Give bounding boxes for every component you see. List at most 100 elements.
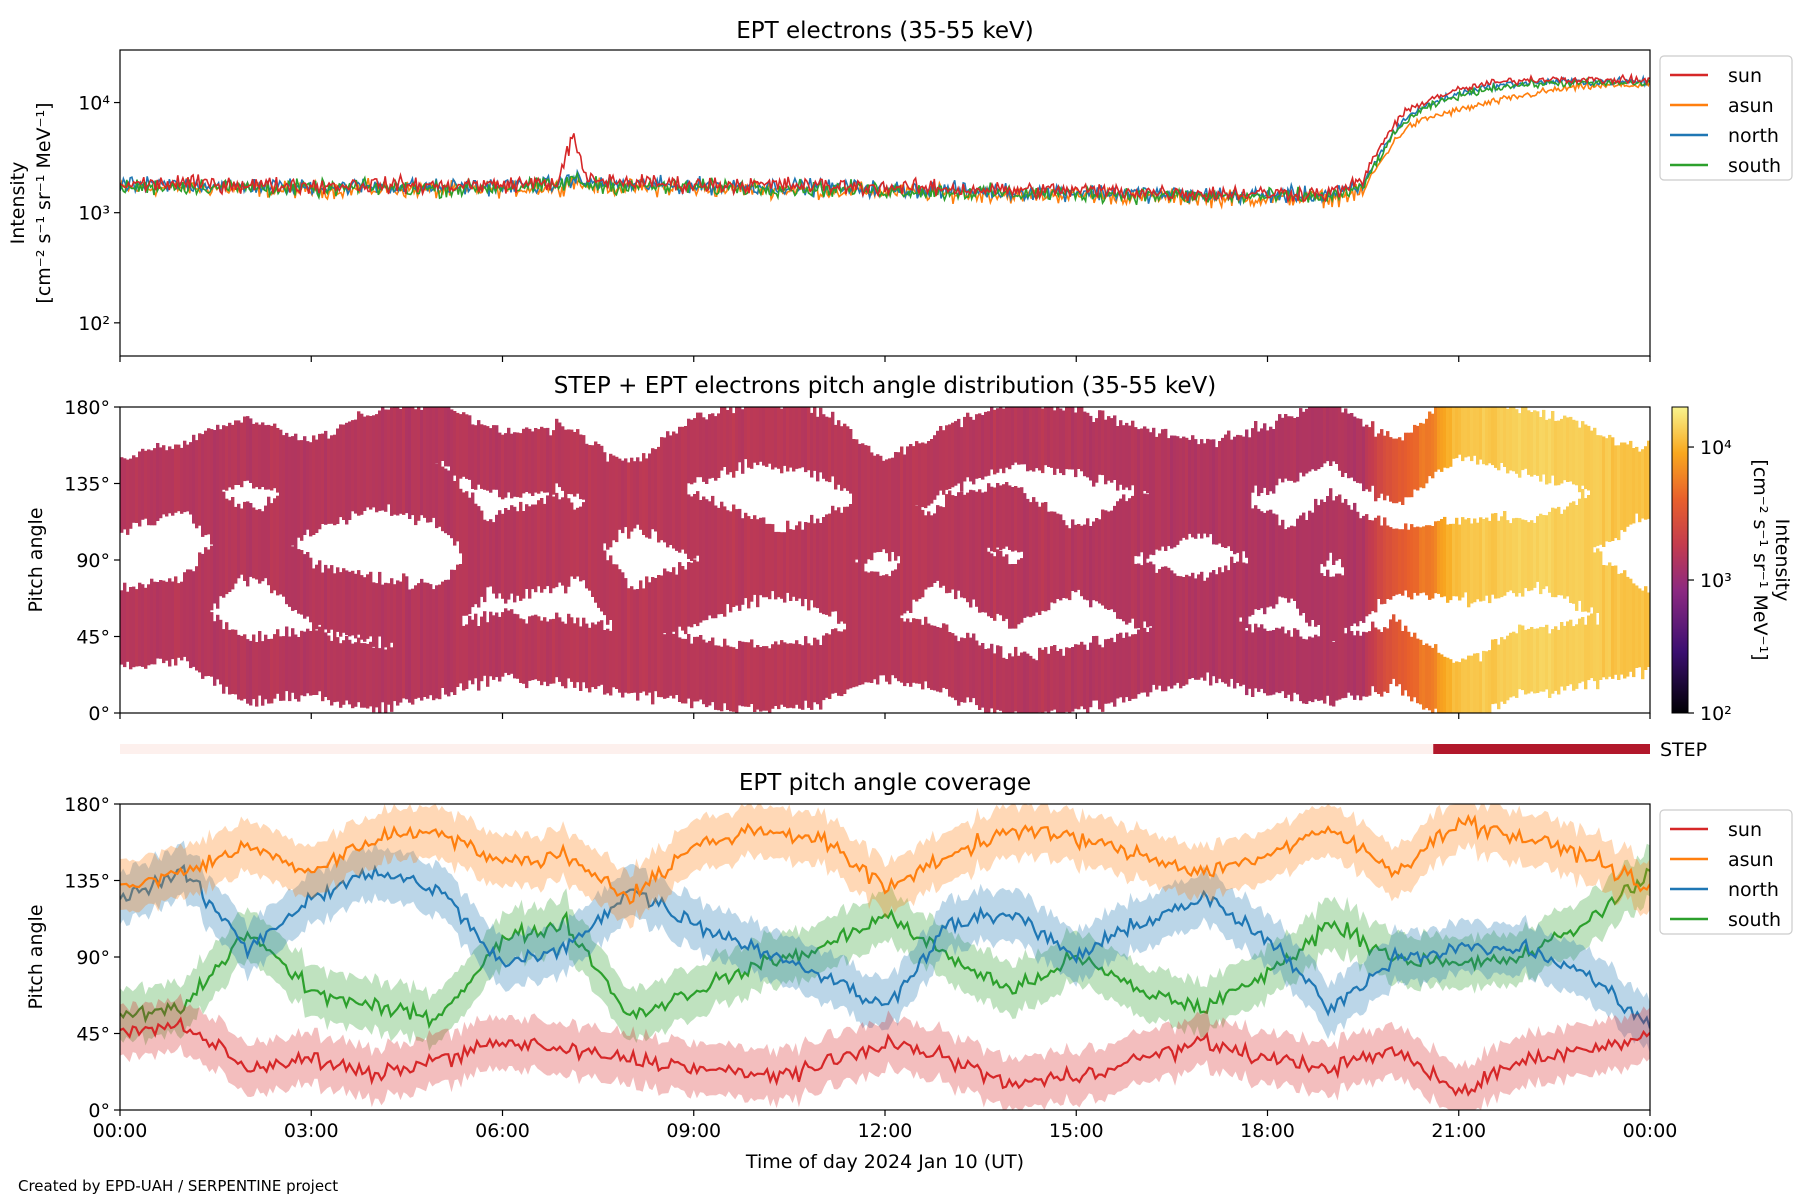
heatmap-cell <box>993 653 997 713</box>
heatmap-cell <box>639 580 643 693</box>
heatmap-cell <box>1581 617 1585 682</box>
heatmap-cell <box>216 614 220 680</box>
heatmap-cell <box>819 407 823 473</box>
heatmap-cell <box>591 622 595 688</box>
heatmap-cell <box>1605 438 1609 542</box>
heatmap-cell <box>1587 495 1591 613</box>
heatmap-cell <box>987 551 991 617</box>
heatmap-cell <box>219 429 223 597</box>
heatmap-cell <box>1236 434 1240 553</box>
heatmap-cell <box>504 508 508 604</box>
heatmap-cell <box>1551 507 1555 598</box>
heatmap-cell <box>498 432 502 498</box>
heatmap-cell <box>1023 651 1027 713</box>
heatmap-cell <box>1329 576 1333 706</box>
heatmap-cell <box>744 512 748 599</box>
heatmap-cell <box>1326 407 1330 462</box>
heatmap-cell <box>510 433 514 499</box>
heatmap-cell <box>180 447 184 514</box>
heatmap-cell <box>1260 428 1264 493</box>
coverage-band-south <box>120 843 1650 1052</box>
heatmap-cell <box>1056 407 1060 469</box>
heatmap-cell <box>360 575 364 640</box>
heatmap-cell <box>900 618 904 683</box>
heatmap-cell <box>930 625 934 690</box>
heatmap-cell <box>1488 520 1492 604</box>
heatmap-cell <box>1209 439 1213 535</box>
heatmap-cell <box>546 621 550 687</box>
heatmap-cell <box>1200 571 1204 678</box>
heatmap-cell <box>345 422 349 525</box>
panel4-ylabel: Pitch angle <box>25 904 47 1009</box>
heatmap-cell <box>795 525 799 601</box>
heatmap-cell <box>1152 564 1156 685</box>
heatmap-cell <box>1308 510 1312 627</box>
coverage-line-south <box>120 867 1650 1030</box>
heatmap-cell <box>1503 639 1507 704</box>
heatmap-cell <box>354 642 358 707</box>
heatmap-cell <box>495 514 499 599</box>
heatmap-cell <box>300 630 304 696</box>
heatmap-cell <box>1440 519 1444 598</box>
heatmap-cell <box>1323 407 1327 464</box>
heatmap-cell <box>1365 514 1369 617</box>
heatmap-cell <box>1413 424 1417 490</box>
heatmap-cell <box>915 618 919 684</box>
heatmap-cell <box>1278 525 1282 597</box>
heatmap-cell <box>885 574 889 682</box>
heatmap-cell <box>1479 661 1483 713</box>
heatmap-cell <box>1086 518 1090 601</box>
heatmap-cell <box>774 407 778 468</box>
heatmap-cell <box>606 461 610 550</box>
heatmap-cell <box>540 426 544 492</box>
heatmap-cell <box>1434 521 1438 594</box>
heatmap-cell <box>1257 431 1261 497</box>
heatmap-cell <box>351 643 355 709</box>
heatmap-cell <box>234 506 238 584</box>
heatmap-cell <box>753 407 757 463</box>
heatmap-cell <box>1071 519 1075 591</box>
heatmap-cell <box>1137 563 1141 629</box>
heatmap-cell <box>537 616 541 681</box>
heatmap-cell <box>1032 497 1036 616</box>
y-tick-label: 90° <box>76 947 110 969</box>
heatmap-cell <box>1491 407 1495 466</box>
heatmap-cell <box>1497 644 1501 710</box>
heatmap-cell <box>675 574 679 695</box>
heatmap-cell <box>1446 657 1450 713</box>
heatmap-cell <box>1494 639 1498 704</box>
heatmap-cell <box>726 645 730 710</box>
heatmap-cell <box>1452 407 1456 459</box>
heatmap-cell <box>1425 418 1429 484</box>
heatmap-cell <box>1377 515 1381 599</box>
heatmap-cell <box>1326 569 1330 696</box>
heatmap-cell <box>1518 518 1522 594</box>
heatmap-cell <box>807 643 811 708</box>
heatmap-cell <box>228 500 232 592</box>
heatmap-cell <box>1548 511 1552 593</box>
heatmap-cell <box>1455 407 1459 459</box>
heatmap-cell <box>1473 518 1477 603</box>
heatmap-cell <box>900 446 904 616</box>
heatmap-cell <box>690 643 694 709</box>
heatmap-cell <box>651 577 655 705</box>
heatmap-cell <box>1326 496 1330 561</box>
heatmap-cell <box>309 557 313 623</box>
heatmap-cell <box>978 645 982 710</box>
heatmap-cell <box>1341 502 1345 568</box>
heatmap-cell <box>138 582 142 667</box>
heatmap-cell <box>1383 517 1387 604</box>
heatmap-cell <box>603 630 607 695</box>
heatmap-cell <box>441 466 445 532</box>
heatmap-cell <box>1521 625 1525 691</box>
heatmap-cell <box>420 409 424 516</box>
heatmap-cell <box>156 443 160 521</box>
heatmap-cell <box>369 571 373 637</box>
heatmap-cell <box>1491 513 1495 595</box>
heatmap-cell <box>1593 427 1597 548</box>
heatmap-cell <box>1437 652 1441 713</box>
legend-label-south: south <box>1728 909 1781 931</box>
heatmap-cell <box>981 415 985 480</box>
heatmap-cell <box>1539 626 1543 692</box>
heatmap-cell <box>1320 499 1324 565</box>
